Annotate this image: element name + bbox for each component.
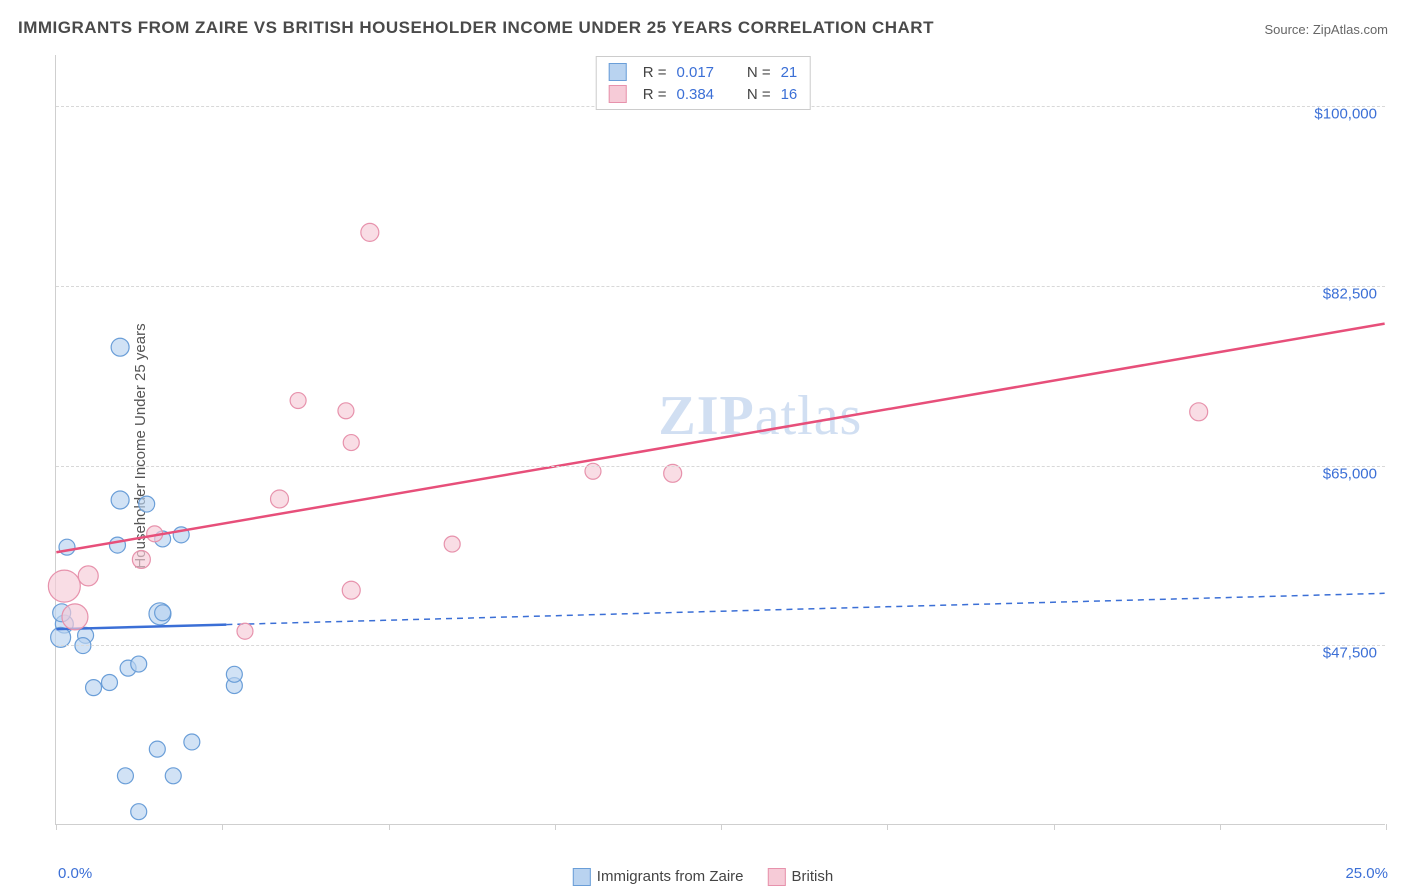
- r-value: 0.384: [676, 86, 728, 103]
- x-tick-mark: [389, 824, 390, 830]
- data-point: [109, 537, 125, 553]
- x-axis-min-label: 0.0%: [58, 865, 92, 882]
- legend-swatch: [573, 868, 591, 886]
- x-tick-mark: [721, 824, 722, 830]
- data-point: [111, 338, 129, 356]
- x-tick-mark: [1054, 824, 1055, 830]
- chart-title: IMMIGRANTS FROM ZAIRE VS BRITISH HOUSEHO…: [18, 18, 934, 38]
- data-point: [86, 680, 102, 696]
- n-value: 16: [781, 86, 798, 103]
- trendline-dashed: [226, 593, 1384, 624]
- data-point: [290, 393, 306, 409]
- y-tick-label: $82,500: [1323, 286, 1377, 303]
- x-axis-max-label: 25.0%: [1345, 865, 1388, 882]
- data-point: [184, 734, 200, 750]
- data-point: [664, 464, 682, 482]
- y-tick-label: $65,000: [1323, 465, 1377, 482]
- trendline-solid: [56, 324, 1384, 553]
- data-point: [342, 581, 360, 599]
- data-point: [139, 496, 155, 512]
- data-point: [78, 566, 98, 586]
- x-tick-mark: [1220, 824, 1221, 830]
- legend-swatch: [609, 63, 627, 81]
- data-point: [237, 623, 253, 639]
- legend-label: British: [792, 868, 834, 885]
- x-tick-mark: [555, 824, 556, 830]
- source-label: Source: ZipAtlas.com: [1264, 22, 1388, 37]
- chart-plot-area: ZIPatlas $47,500$65,000$82,500$100,000: [55, 55, 1385, 825]
- x-tick-mark: [1386, 824, 1387, 830]
- correlation-legend-row: R = 0.017 N = 21: [609, 61, 798, 83]
- data-point: [361, 223, 379, 241]
- series-legend: Immigrants from Zaire British: [573, 868, 833, 886]
- gridline: [56, 466, 1385, 467]
- data-point: [343, 435, 359, 451]
- n-label: N =: [738, 86, 770, 103]
- data-point: [62, 604, 88, 630]
- data-point: [165, 768, 181, 784]
- data-point: [111, 491, 129, 509]
- data-point: [48, 570, 80, 602]
- x-tick-mark: [887, 824, 888, 830]
- legend-item: Immigrants from Zaire: [573, 868, 744, 886]
- legend-label: Immigrants from Zaire: [597, 868, 744, 885]
- x-tick-mark: [222, 824, 223, 830]
- data-point: [132, 550, 150, 568]
- data-point: [117, 768, 133, 784]
- r-label: R =: [643, 86, 667, 103]
- data-point: [1190, 403, 1208, 421]
- correlation-legend: R = 0.017 N = 21R = 0.384 N = 16: [596, 56, 811, 110]
- data-point: [444, 536, 460, 552]
- data-point: [149, 741, 165, 757]
- data-point: [155, 605, 171, 621]
- data-point: [131, 804, 147, 820]
- data-point: [59, 539, 75, 555]
- legend-item: British: [768, 868, 834, 886]
- data-point: [131, 656, 147, 672]
- y-tick-label: $100,000: [1314, 106, 1377, 123]
- n-value: 21: [781, 64, 798, 81]
- n-label: N =: [738, 64, 770, 81]
- correlation-legend-row: R = 0.384 N = 16: [609, 83, 798, 105]
- gridline: [56, 645, 1385, 646]
- r-value: 0.017: [676, 64, 728, 81]
- data-point: [338, 403, 354, 419]
- x-tick-mark: [56, 824, 57, 830]
- legend-swatch: [609, 85, 627, 103]
- data-point: [271, 490, 289, 508]
- data-point: [226, 666, 242, 682]
- data-point: [102, 675, 118, 691]
- gridline: [56, 286, 1385, 287]
- y-tick-label: $47,500: [1323, 645, 1377, 662]
- scatter-plot-svg: [56, 55, 1385, 824]
- r-label: R =: [643, 64, 667, 81]
- legend-swatch: [768, 868, 786, 886]
